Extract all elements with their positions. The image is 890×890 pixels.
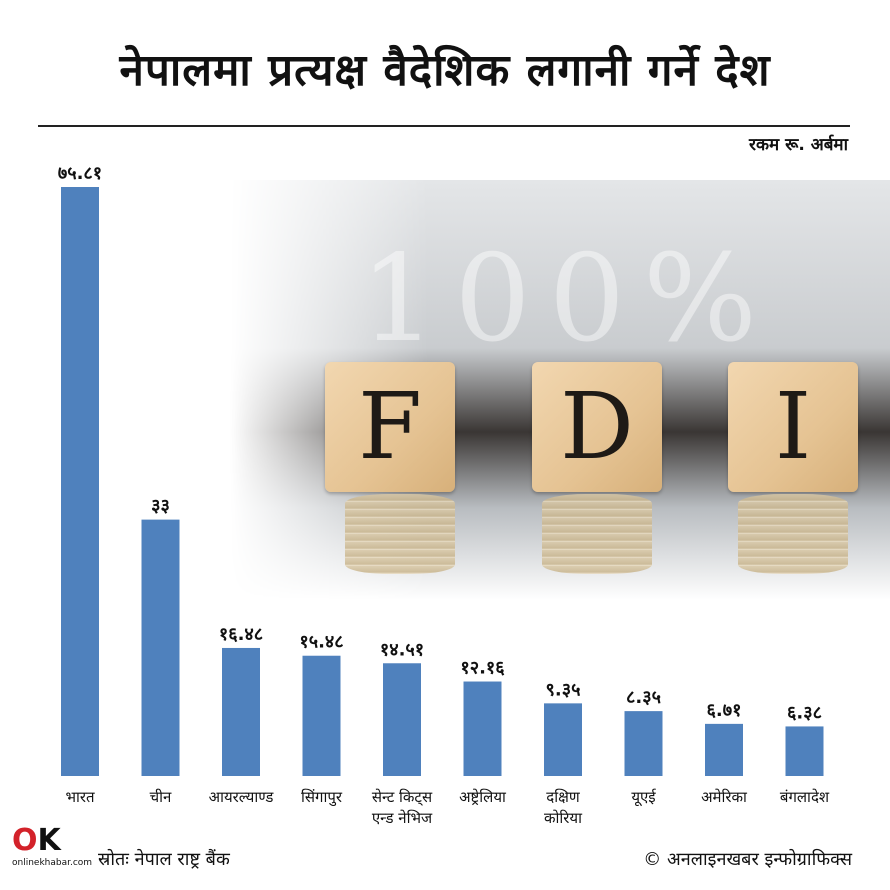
bar-value-label: १५.४८: [299, 632, 343, 653]
fdi-cube-d: D: [532, 362, 662, 492]
bar: [544, 703, 582, 776]
bar-value-label: १६.४८: [219, 624, 263, 645]
bar: [705, 723, 743, 776]
bar-value-label: ८.३५: [626, 687, 661, 708]
bar-value-label: ३३: [151, 496, 170, 517]
category-label: आयरल्याण्ड: [209, 788, 275, 806]
category-label: चीन: [150, 788, 172, 806]
category-label: बंगलादेश: [780, 788, 830, 806]
bar: [222, 647, 260, 776]
coin-stack: [345, 494, 455, 574]
category-label: अमेरिका: [701, 788, 748, 806]
bar: [785, 726, 824, 776]
onlinekhabar-logo: OK onlinekhabar.com: [12, 826, 92, 882]
bar: [463, 681, 502, 776]
category-label: भारत: [65, 788, 95, 806]
bar-value-label: ९.३५: [546, 679, 581, 700]
chart-title: नेपालमा प्रत्यक्ष वैदेशिक लगानी गर्ने दे…: [119, 45, 771, 96]
unit-label: रकम रू. अर्बमा: [749, 135, 848, 155]
coin-stack: [738, 494, 848, 574]
coin-stack: [542, 494, 652, 574]
category-label: सिंगापुर: [301, 788, 343, 807]
bar: [141, 519, 180, 776]
fdi-cube-i: I: [728, 362, 858, 492]
bar: [61, 187, 99, 776]
category-label: दक्षिण: [546, 788, 581, 806]
title-divider: [38, 125, 850, 127]
bar-value-label: १४.५१: [380, 639, 424, 660]
bar: [302, 655, 341, 776]
bar-value-label: १२.१६: [460, 658, 505, 679]
logo-brand: onlinekhabar.com: [12, 858, 93, 868]
category-label: अष्ट्रेलिया: [459, 788, 507, 806]
category-label: कोरिया: [544, 809, 583, 827]
category-label: एन्ड नेभिज: [372, 809, 433, 827]
credit-note: © अनलाइनखबर इन्फोग्राफिक्स: [643, 849, 852, 870]
fdi-cube-f: F: [325, 362, 455, 492]
category-label: सेन्ट किट्स: [372, 788, 433, 806]
chalk-percent-text: 100%: [360, 230, 776, 369]
bar: [383, 663, 421, 776]
bar-value-label: ६.७१: [707, 700, 742, 721]
logo-mark: OK: [12, 823, 61, 858]
bar: [624, 711, 663, 776]
bar-value-label: ७५.८१: [58, 163, 102, 184]
bar-value-label: ६.३८: [787, 702, 822, 723]
category-label: यूएई: [631, 788, 656, 807]
source-note: स्रोतः नेपाल राष्ट्र बैंक: [98, 849, 230, 870]
